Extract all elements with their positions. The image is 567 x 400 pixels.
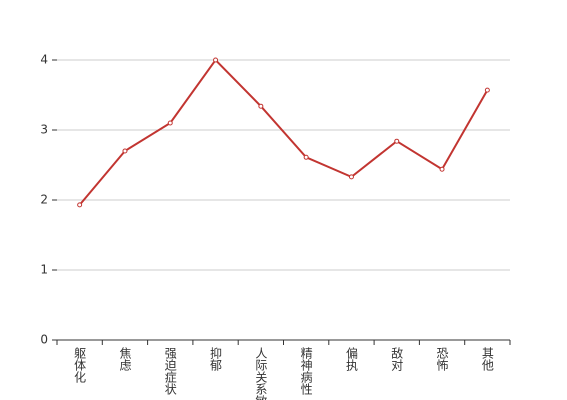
x-tick-label: 强迫症状: [163, 347, 177, 395]
y-tick-label: 1: [40, 263, 48, 277]
x-tick-label: 人际关系敏感: [254, 347, 268, 400]
x-tick-label: 精神病性: [299, 347, 313, 396]
point: [484, 87, 490, 93]
point: [439, 166, 445, 172]
point: [77, 202, 83, 208]
x-tick-label: 偏执: [344, 346, 358, 372]
x-tick-label: 恐怖: [435, 347, 449, 371]
point: [348, 174, 354, 180]
line: [78, 58, 489, 206]
point: [258, 103, 264, 109]
x-tick-label: 其他: [480, 347, 494, 371]
point: [122, 148, 128, 154]
y-tick-label: 3: [40, 123, 48, 137]
y-tick-label: 0: [40, 333, 48, 347]
y-tick-label: 4: [40, 53, 48, 67]
x-tick-label: 抑郁: [209, 346, 223, 372]
point: [394, 138, 400, 144]
y-tick-label: 2: [40, 193, 48, 207]
point: [213, 57, 219, 63]
point: [167, 120, 173, 126]
x-tick-label: 躯体化: [73, 346, 87, 384]
point: [303, 154, 309, 160]
x-tick-label: 焦虑: [118, 347, 132, 371]
x-tick-label: 敌对: [390, 346, 404, 371]
